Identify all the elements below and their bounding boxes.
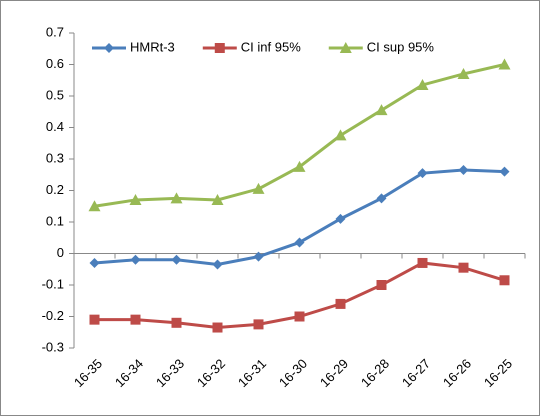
marker xyxy=(89,257,100,268)
marker xyxy=(375,104,388,116)
marker xyxy=(211,193,224,205)
marker xyxy=(171,254,182,265)
y-tick-label: 0 xyxy=(57,245,64,260)
marker xyxy=(335,213,346,224)
marker xyxy=(88,200,101,212)
marker xyxy=(89,314,100,325)
marker xyxy=(376,280,387,290)
legend-label: HMRt-3 xyxy=(130,39,175,54)
y-tick-label: 0.5 xyxy=(46,87,64,102)
legend-label: CI inf 95% xyxy=(241,39,301,54)
marker xyxy=(458,262,469,273)
marker xyxy=(416,78,429,90)
marker xyxy=(339,42,352,53)
marker xyxy=(334,129,347,141)
y-tick-label: 0.7 xyxy=(46,24,64,39)
marker xyxy=(212,259,223,270)
marker xyxy=(104,43,114,53)
marker xyxy=(499,166,510,177)
marker xyxy=(458,165,469,176)
marker xyxy=(252,182,265,194)
y-tick-label: 0.1 xyxy=(46,213,64,228)
y-tick-label: -0.1 xyxy=(42,276,64,291)
marker xyxy=(294,311,305,322)
marker xyxy=(417,168,428,179)
marker xyxy=(498,58,511,70)
marker xyxy=(293,160,306,172)
marker xyxy=(212,322,223,333)
marker xyxy=(253,251,264,262)
marker xyxy=(376,193,387,204)
marker xyxy=(214,43,225,53)
y-tick-label: 0.6 xyxy=(46,56,64,71)
marker xyxy=(335,298,346,309)
marker xyxy=(129,193,142,205)
marker xyxy=(130,314,141,325)
y-tick-label: -0.2 xyxy=(42,308,64,323)
marker xyxy=(294,237,305,248)
marker xyxy=(457,67,470,79)
y-tick-label: 0.2 xyxy=(46,182,64,197)
legend-label: CI sup 95% xyxy=(367,39,435,54)
marker xyxy=(253,319,264,330)
y-tick-label: 0.4 xyxy=(46,119,64,134)
marker xyxy=(170,192,183,204)
marker xyxy=(130,254,141,265)
marker xyxy=(417,257,428,268)
marker xyxy=(171,317,182,328)
y-tick-label: -0.3 xyxy=(42,339,64,354)
marker xyxy=(499,275,510,286)
y-tick-label: 0.3 xyxy=(46,150,64,165)
